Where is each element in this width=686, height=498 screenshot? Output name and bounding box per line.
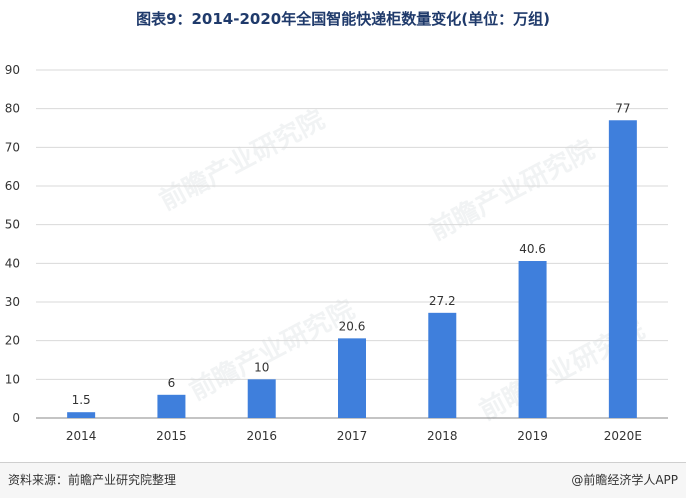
data-label: 6 xyxy=(168,376,176,390)
data-label: 1.5 xyxy=(72,393,91,407)
bar xyxy=(157,394,186,418)
data-label: 40.6 xyxy=(519,242,546,256)
x-tick-label: 2014 xyxy=(66,429,97,443)
y-tick-label: 70 xyxy=(5,140,20,154)
credit-note: @前瞻经济学人APP xyxy=(571,473,678,487)
x-tick-label: 2015 xyxy=(156,429,187,443)
y-tick-label: 90 xyxy=(5,63,20,77)
bar xyxy=(247,379,276,418)
y-tick-label: 40 xyxy=(5,256,20,270)
x-tick-label: 2016 xyxy=(246,429,277,443)
bar-chart: 0 10 20 30 40 50 60 70 80 90 1.5 2014 6 2015 10 2016 20.… xyxy=(5,63,668,443)
footer: 资料来源：前瞻产业研究院整理 @前瞻经济学人APP xyxy=(0,462,686,498)
y-tick-label: 30 xyxy=(5,295,20,309)
source-note: 资料来源：前瞻产业研究院整理 xyxy=(8,473,177,487)
data-label: 20.6 xyxy=(339,319,366,333)
bar xyxy=(67,412,96,418)
data-label: 77 xyxy=(615,101,630,115)
y-tick-label: 80 xyxy=(5,102,20,116)
bar xyxy=(608,120,637,419)
x-tick-label: 2018 xyxy=(427,429,458,443)
y-tick-label: 0 xyxy=(12,411,20,425)
y-tick-label: 10 xyxy=(5,372,20,386)
y-tick-label: 20 xyxy=(5,334,20,348)
y-tick-label: 60 xyxy=(5,179,20,193)
bar xyxy=(518,261,547,418)
bar xyxy=(338,338,366,418)
x-tick-label: 2019 xyxy=(517,429,548,443)
data-label: 27.2 xyxy=(429,294,456,308)
bar xyxy=(428,312,457,418)
chart-title: 图表9：2014-2020年全国智能快递柜数量变化(单位：万组) xyxy=(136,10,550,28)
x-tick-label: 2017 xyxy=(337,429,368,443)
data-label: 10 xyxy=(254,360,269,374)
y-tick-label: 50 xyxy=(5,218,20,232)
x-tick-label: 2020E xyxy=(604,429,642,443)
